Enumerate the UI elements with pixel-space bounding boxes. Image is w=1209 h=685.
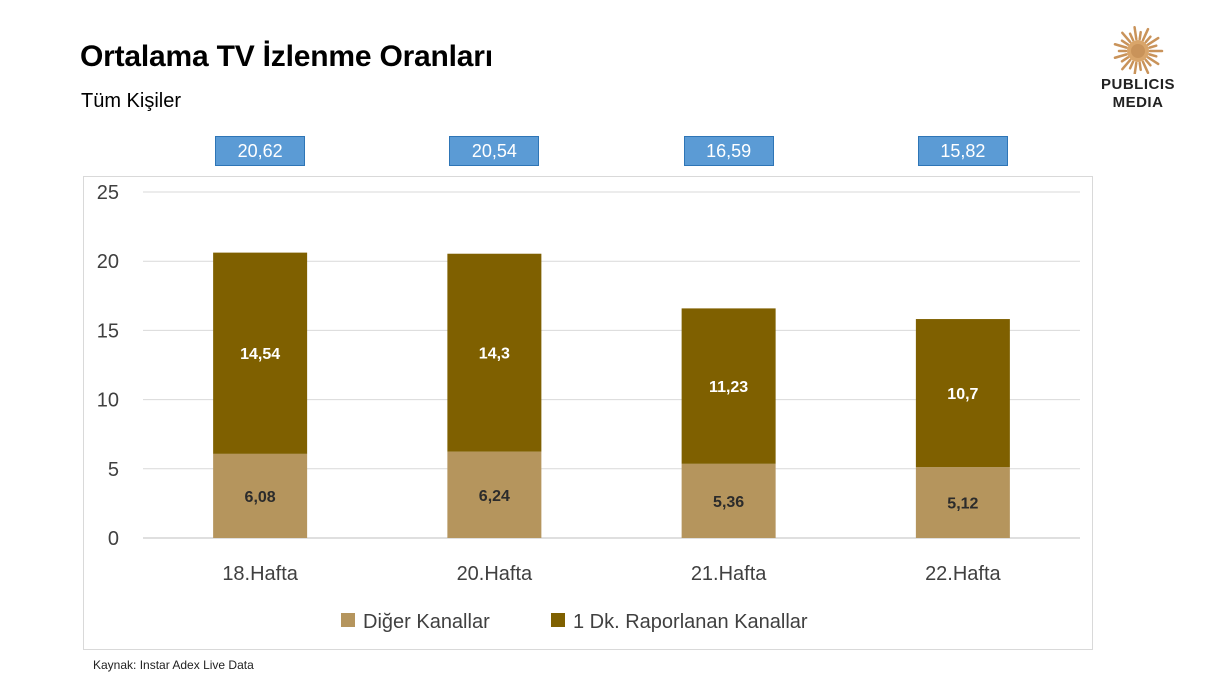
logo-ray: [1120, 39, 1130, 46]
sun-lion-icon: [1113, 25, 1164, 74]
publicis-media-logo: PUBLICIS MEDIA: [1083, 24, 1193, 116]
total-value-box: 20,62: [215, 136, 306, 166]
total-value-box: 15,82: [917, 136, 1008, 166]
logo-ray: [1144, 58, 1152, 67]
total-value-box: 20,54: [449, 136, 540, 166]
page-subtitle: Tüm Kişiler: [81, 90, 182, 112]
logo-ray: [1141, 27, 1150, 42]
logo-text-line2: MEDIA: [1112, 94, 1164, 111]
logo-ray: [1148, 53, 1158, 58]
logo-ray: [1138, 30, 1142, 41]
page-title: Ortalama TV İzlenme Oranları: [80, 40, 493, 73]
logo-ray: [1141, 60, 1150, 74]
logo-ray: [1133, 25, 1138, 41]
logo-ray: [1148, 44, 1158, 49]
logo-ray: [1120, 56, 1130, 63]
logo-ray: [1128, 32, 1135, 42]
logo-ray: [1146, 56, 1160, 66]
logo-ray: [1128, 60, 1135, 70]
logo-ray: [1144, 35, 1152, 44]
logo-ray: [1121, 58, 1132, 71]
logo-ray: [1113, 53, 1128, 60]
logo-ray: [1113, 42, 1128, 49]
logo-ray: [1138, 61, 1142, 72]
source-note: Kaynak: Instar Adex Live Data: [93, 658, 254, 672]
chart-frame: [83, 176, 1093, 650]
total-value-box: 16,59: [683, 136, 774, 166]
logo-ray: [1146, 36, 1160, 46]
logo-ray: [1133, 61, 1138, 74]
logo-ray: [1121, 31, 1132, 44]
logo-text-line1: PUBLICIS: [1100, 76, 1175, 93]
